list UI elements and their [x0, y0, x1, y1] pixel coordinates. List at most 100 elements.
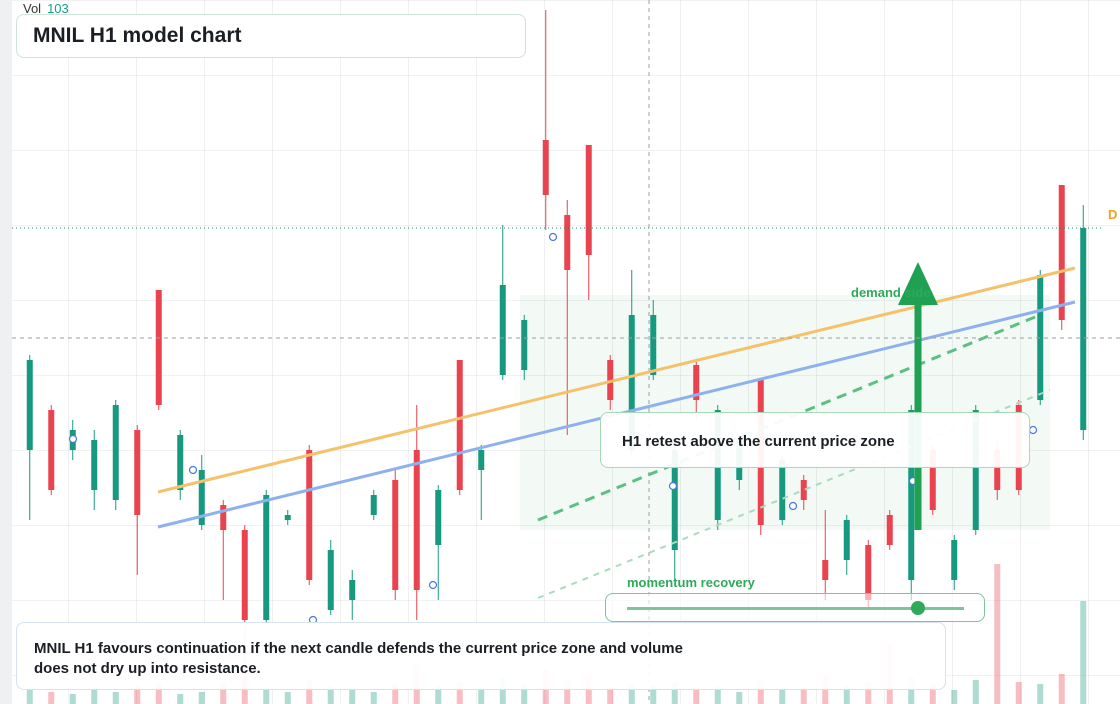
candle-body [951, 540, 958, 580]
candle-body [585, 145, 592, 255]
volume-bar [499, 678, 506, 704]
volume-bar [370, 692, 377, 704]
momentum-label: momentum recovery [627, 575, 755, 590]
candle-body [91, 440, 98, 490]
volume-bar [564, 680, 571, 704]
candle-body [1080, 228, 1087, 430]
volume-bar [48, 692, 55, 704]
candle-body [542, 140, 549, 195]
candle-body [886, 515, 893, 545]
volume-bar [1015, 682, 1022, 704]
line-markers [68, 232, 1038, 625]
volume-bar [994, 564, 1001, 704]
volume-bar [843, 686, 850, 704]
candle-body [349, 580, 356, 600]
volume-bar [349, 688, 356, 704]
candle-body [134, 430, 141, 515]
volume-bar [779, 688, 786, 704]
candle-body [306, 450, 313, 580]
candle-body [822, 560, 829, 580]
candle-body [564, 215, 571, 270]
candle-body [26, 360, 33, 450]
volume-bar [757, 680, 764, 704]
volume-bar [284, 692, 291, 704]
retest-text: H1 retest above the current price zone [622, 433, 895, 450]
summary-text: MNIL H1 favours continuation if the next… [34, 640, 683, 677]
candle-body [198, 470, 205, 525]
candle-body [843, 520, 850, 560]
volume-bar [435, 686, 442, 704]
candle-body [693, 365, 700, 400]
momentum-track [627, 607, 964, 610]
volume-bar [478, 690, 485, 704]
momentum-knob [911, 601, 925, 615]
candle-body [177, 435, 184, 490]
candle-body [929, 450, 936, 510]
volume-bar [865, 682, 872, 704]
candle-body [628, 315, 635, 450]
trend-line-green [537, 313, 1041, 522]
volume-bar [951, 690, 958, 704]
left-strip [0, 0, 12, 704]
arrow-head [898, 262, 938, 305]
candle-body [972, 410, 979, 530]
candle-body [435, 490, 442, 545]
volume-bar [607, 688, 614, 704]
candle-body [499, 285, 506, 375]
candle-body [478, 450, 485, 470]
candle-body [800, 480, 807, 500]
volume-bar [392, 684, 399, 704]
candle-body [1058, 185, 1065, 320]
candle-body [413, 450, 420, 590]
volume-bar [306, 680, 313, 704]
marker [68, 434, 78, 444]
volume-bar [220, 682, 227, 704]
volume-bar [327, 686, 334, 704]
candle-body [456, 360, 463, 490]
candle-body [48, 410, 55, 490]
candle-body [241, 530, 248, 620]
volume-bar [456, 682, 463, 704]
volume-bar [263, 688, 270, 704]
zone-label: demand side [851, 285, 931, 300]
volume-bar [134, 686, 141, 704]
volume-bar [650, 686, 657, 704]
marker [548, 232, 558, 242]
candle-body [650, 315, 657, 375]
candle-body [908, 410, 915, 580]
volume-bar [714, 686, 721, 704]
volume-bar [585, 676, 592, 704]
candle-body [994, 450, 1001, 490]
candle-body [370, 495, 377, 515]
volume-bar [908, 678, 915, 704]
candle-body [284, 515, 291, 520]
marker [188, 465, 198, 475]
volume-bar [1037, 684, 1044, 704]
volume-bar [91, 688, 98, 704]
title-box: MNIL H1 model chart [16, 14, 526, 58]
trend-line-orange [157, 266, 1076, 494]
candle-body [521, 320, 528, 370]
candle-body [155, 290, 162, 405]
price-tag: D [1104, 207, 1120, 225]
volume-bar [929, 684, 936, 704]
momentum-box [605, 593, 985, 622]
volume-bar [800, 690, 807, 704]
volume-bar [521, 684, 528, 704]
marker [428, 580, 438, 590]
marker [1028, 425, 1038, 435]
volume-bar [972, 680, 979, 704]
volume-label: Vol [23, 1, 42, 16]
candle-body [779, 460, 786, 520]
candle-body [112, 405, 119, 500]
volume-readout: Vol 103 [23, 1, 69, 16]
summary-box: MNIL H1 favours continuation if the next… [16, 622, 946, 690]
volume-bar [736, 692, 743, 704]
volume-bar [155, 684, 162, 704]
volume-bar [177, 694, 184, 704]
candle-body [220, 505, 227, 530]
chart-title: MNIL H1 model chart [33, 24, 242, 47]
retest-box: H1 retest above the current price zone [600, 412, 1030, 468]
candle-body [1037, 275, 1044, 400]
